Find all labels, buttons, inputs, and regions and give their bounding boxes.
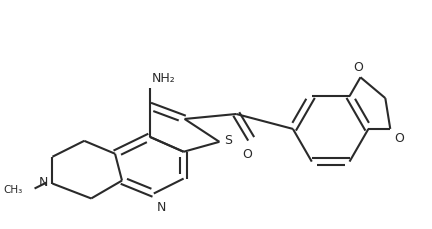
Text: O: O <box>353 61 363 74</box>
Text: CH₃: CH₃ <box>3 184 22 194</box>
Text: N: N <box>157 201 166 213</box>
Text: S: S <box>224 134 232 147</box>
Text: O: O <box>242 147 252 160</box>
Text: O: O <box>394 131 404 144</box>
Text: NH₂: NH₂ <box>152 72 175 85</box>
Text: N: N <box>39 175 48 188</box>
